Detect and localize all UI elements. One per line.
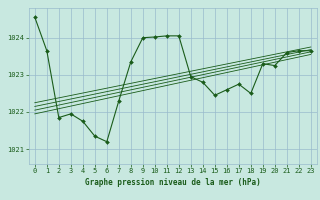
X-axis label: Graphe pression niveau de la mer (hPa): Graphe pression niveau de la mer (hPa) xyxy=(85,178,261,187)
